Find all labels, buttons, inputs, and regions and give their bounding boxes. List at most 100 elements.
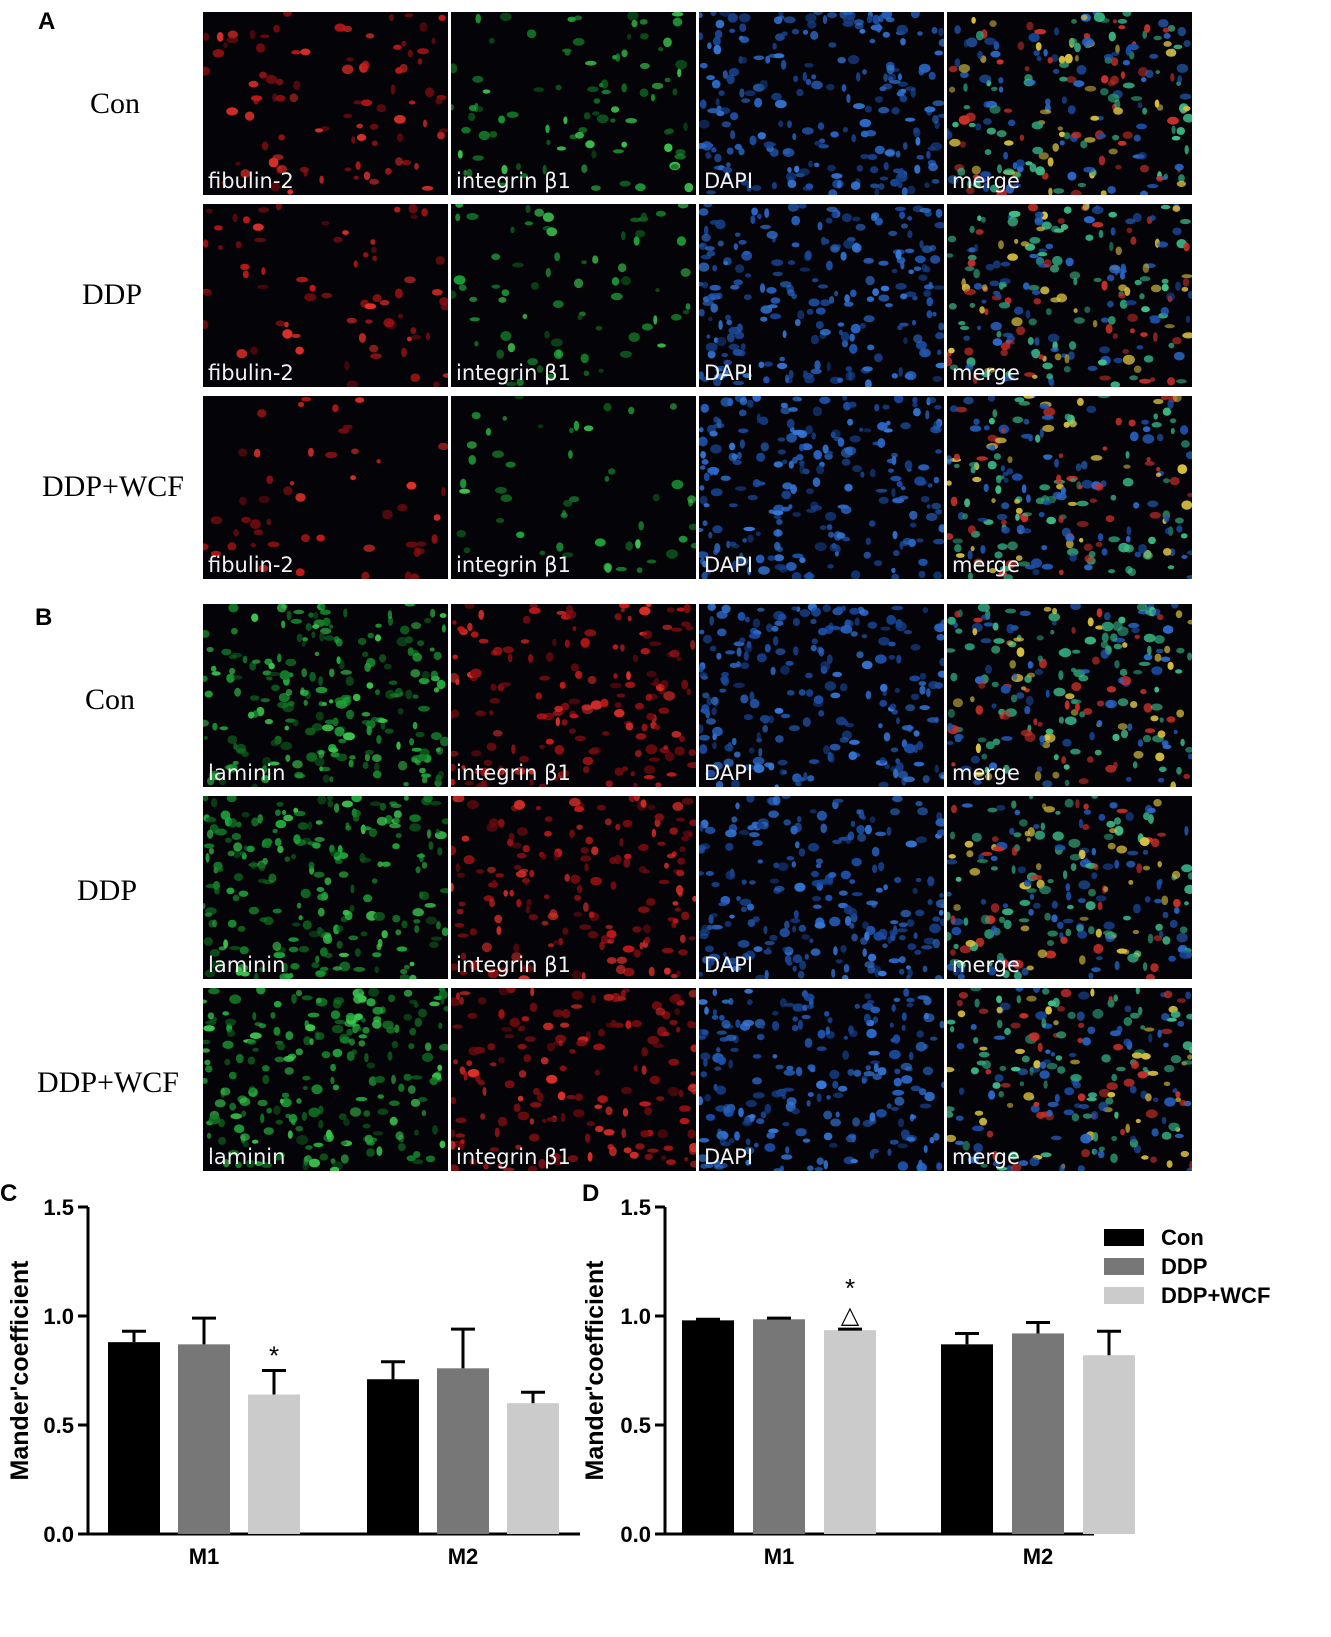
cell-mark bbox=[261, 764, 268, 774]
cell-mark bbox=[813, 695, 824, 705]
cell-mark bbox=[552, 300, 564, 308]
cell-mark bbox=[683, 122, 688, 132]
cell-mark bbox=[987, 445, 995, 450]
cell-mark bbox=[546, 652, 554, 662]
cell-mark bbox=[1077, 1093, 1086, 1102]
cell-mark bbox=[1036, 635, 1044, 641]
cell-mark bbox=[389, 1116, 398, 1126]
cell-mark bbox=[932, 311, 937, 317]
cell-mark bbox=[577, 313, 583, 321]
cell-mark bbox=[1176, 766, 1182, 775]
micrograph-texture bbox=[699, 604, 944, 787]
cell-mark bbox=[1039, 484, 1051, 491]
cell-mark bbox=[244, 111, 255, 121]
cell-mark bbox=[502, 416, 508, 421]
cell-mark bbox=[671, 731, 682, 738]
cell-mark bbox=[229, 818, 237, 828]
cell-mark bbox=[816, 464, 825, 475]
cell-mark bbox=[913, 266, 922, 272]
cell-mark bbox=[1000, 710, 1011, 720]
cell-mark bbox=[756, 1033, 765, 1041]
cell-mark bbox=[909, 522, 917, 528]
cell-mark bbox=[528, 607, 541, 614]
cell-mark bbox=[847, 1068, 855, 1076]
cell-mark bbox=[640, 62, 650, 70]
cell-mark bbox=[366, 682, 374, 689]
cell-mark bbox=[649, 1075, 661, 1085]
cell-mark bbox=[1020, 241, 1030, 247]
cell-mark bbox=[353, 100, 362, 105]
cell-mark bbox=[521, 964, 534, 973]
cell-mark bbox=[768, 810, 779, 818]
cell-mark bbox=[302, 1085, 308, 1091]
cell-mark bbox=[719, 1137, 726, 1146]
cell-mark bbox=[706, 154, 712, 159]
cell-mark bbox=[929, 923, 941, 934]
cell-mark bbox=[926, 512, 938, 522]
cell-mark bbox=[985, 263, 995, 271]
cell-mark bbox=[709, 615, 714, 626]
cell-mark bbox=[806, 488, 814, 495]
cell-mark bbox=[366, 1062, 376, 1069]
cell-mark bbox=[844, 483, 853, 492]
cell-mark bbox=[503, 889, 508, 897]
cell-mark bbox=[993, 453, 1001, 460]
cell-mark bbox=[1047, 1101, 1059, 1108]
cell-mark bbox=[203, 320, 209, 330]
cell-mark bbox=[226, 107, 238, 116]
cell-mark bbox=[1057, 1066, 1066, 1074]
cell-mark bbox=[1090, 988, 1095, 997]
cell-mark bbox=[984, 308, 989, 316]
micrograph-b-r3-c1: laminin bbox=[203, 988, 448, 1171]
cell-mark bbox=[914, 164, 921, 174]
cell-mark bbox=[700, 1052, 711, 1061]
cell-mark bbox=[546, 1042, 556, 1052]
cell-mark bbox=[1015, 555, 1023, 561]
cell-mark bbox=[635, 539, 641, 549]
cell-mark bbox=[862, 366, 873, 372]
cell-mark bbox=[796, 88, 804, 97]
cell-mark bbox=[699, 436, 708, 447]
cell-mark bbox=[1112, 134, 1120, 141]
cell-mark bbox=[437, 131, 445, 140]
cell-mark bbox=[500, 494, 512, 502]
cell-mark bbox=[547, 943, 555, 948]
cell-mark bbox=[991, 836, 999, 842]
cell-mark bbox=[933, 538, 944, 545]
cell-mark bbox=[786, 418, 795, 429]
cell-mark bbox=[334, 23, 346, 32]
cell-mark bbox=[1127, 723, 1133, 731]
cell-mark bbox=[1101, 280, 1108, 291]
cell-mark bbox=[302, 637, 308, 642]
cell-mark bbox=[370, 239, 376, 245]
micrograph-b-r3-c2: integrin β1 bbox=[451, 988, 696, 1171]
cell-mark bbox=[882, 404, 890, 410]
cell-mark bbox=[1144, 896, 1151, 903]
cell-mark bbox=[870, 1150, 875, 1160]
cell-mark bbox=[903, 142, 908, 150]
cell-mark bbox=[772, 796, 781, 806]
cell-mark bbox=[265, 74, 278, 84]
cell-mark bbox=[897, 81, 909, 87]
cell-mark bbox=[205, 817, 217, 823]
cell-mark bbox=[1018, 400, 1031, 406]
cell-mark bbox=[899, 211, 906, 219]
cell-mark bbox=[1013, 637, 1025, 642]
cell-mark bbox=[1084, 137, 1096, 143]
cell-mark bbox=[1187, 652, 1192, 661]
cell-mark bbox=[1012, 416, 1024, 424]
cell-mark bbox=[907, 230, 913, 239]
cell-mark bbox=[460, 952, 467, 960]
cell-mark bbox=[1176, 525, 1183, 533]
cell-mark bbox=[498, 1116, 508, 1127]
cell-mark bbox=[417, 1097, 428, 1102]
cell-mark bbox=[1164, 1097, 1176, 1107]
cell-mark bbox=[1187, 619, 1192, 625]
cell-mark bbox=[328, 699, 334, 704]
cell-mark bbox=[919, 208, 932, 213]
cell-mark bbox=[311, 962, 319, 969]
cell-mark bbox=[826, 1095, 831, 1100]
cell-mark bbox=[223, 939, 228, 949]
cell-mark bbox=[951, 762, 956, 767]
cell-mark bbox=[844, 916, 852, 926]
